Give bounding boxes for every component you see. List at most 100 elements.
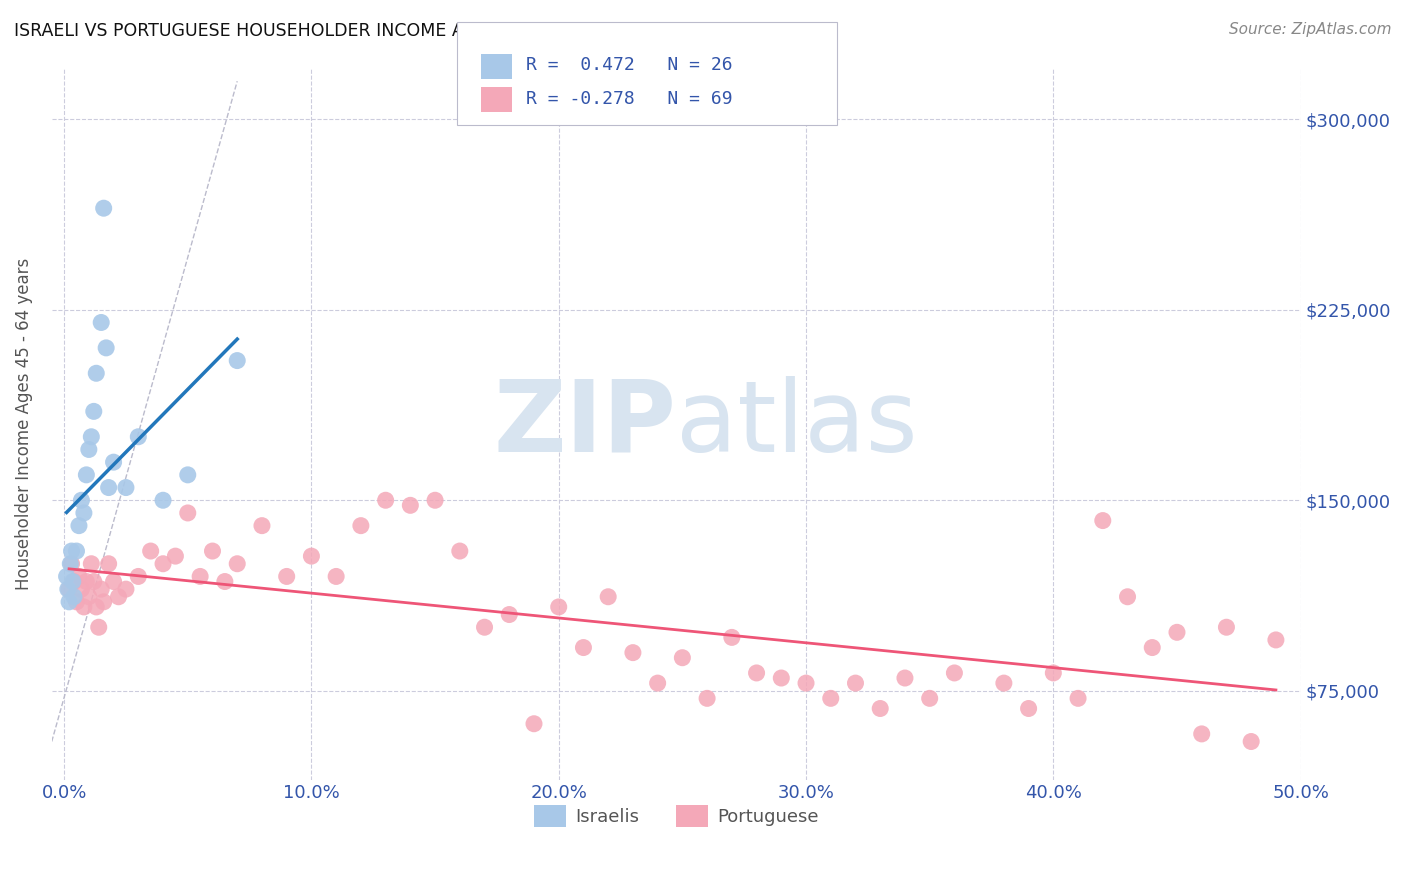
Point (299, 549, 322, 563)
Point (67, 518, 90, 533)
Point (598, 590, 620, 604)
Point (115, 582, 138, 596)
Point (152, 557, 174, 571)
Point (60, 557, 83, 571)
Text: ISRAELI VS PORTUGUESE HOUSEHOLDER INCOME AGES 45 - 64 YEARS CORRELATION CHART: ISRAELI VS PORTUGUESE HOUSEHOLDER INCOME… (14, 22, 823, 40)
Point (621, 646, 644, 660)
Point (58, 595, 80, 609)
Point (177, 506, 200, 520)
Point (84, 366, 107, 380)
Point (73, 599, 96, 614)
Point (1042, 665, 1064, 680)
Point (75, 467, 97, 482)
Text: atlas: atlas (676, 376, 918, 473)
Point (62, 574, 84, 589)
Point (894, 671, 917, 685)
Point (139, 544, 162, 558)
Point (97, 557, 120, 571)
Point (90, 316, 112, 330)
Point (77, 590, 100, 604)
Point (745, 665, 768, 680)
Point (93, 595, 115, 609)
Point (65, 595, 87, 609)
Point (993, 676, 1015, 690)
Point (671, 650, 693, 665)
Point (115, 481, 138, 495)
Point (1191, 727, 1213, 741)
Point (572, 640, 595, 655)
Legend: Israelis, Portuguese: Israelis, Portuguese (527, 798, 825, 835)
Point (165, 549, 187, 563)
Point (399, 499, 422, 513)
Point (90, 582, 112, 596)
Point (844, 676, 866, 690)
Point (73, 506, 96, 520)
Point (55, 569, 77, 583)
Point (276, 569, 298, 583)
Point (77, 442, 100, 457)
Point (70, 493, 93, 508)
Point (93, 201, 115, 215)
Point (58, 582, 80, 596)
Point (56, 582, 79, 596)
Text: R = -0.278   N = 69: R = -0.278 N = 69 (526, 90, 733, 108)
Point (127, 430, 149, 444)
Point (647, 676, 669, 690)
Point (820, 691, 842, 706)
Point (96, 341, 118, 355)
Point (84, 599, 107, 614)
Point (770, 671, 793, 685)
Point (918, 691, 941, 706)
Point (83, 574, 105, 589)
Point (1091, 514, 1114, 528)
Point (474, 620, 496, 634)
Y-axis label: Householder Income Ages 45 - 64 years: Householder Income Ages 45 - 64 years (15, 258, 32, 591)
Point (80, 557, 103, 571)
Point (721, 631, 744, 645)
Point (75, 574, 97, 589)
Point (943, 665, 966, 680)
Text: ZIP: ZIP (494, 376, 676, 473)
Point (63, 574, 86, 589)
Point (59, 557, 82, 571)
Point (67, 569, 90, 583)
Point (188, 569, 211, 583)
Point (325, 569, 347, 583)
Point (869, 701, 891, 715)
Point (547, 599, 569, 614)
Point (1018, 701, 1040, 715)
Point (87, 620, 110, 634)
Point (1240, 734, 1263, 748)
Point (1166, 625, 1188, 640)
Point (70, 582, 93, 596)
Point (152, 493, 174, 508)
Point (449, 544, 471, 558)
Point (1215, 620, 1237, 634)
Point (794, 676, 817, 690)
Point (60, 544, 83, 558)
Point (201, 544, 224, 558)
Point (103, 574, 125, 589)
Point (350, 518, 373, 533)
Point (65, 544, 87, 558)
Point (214, 574, 236, 589)
Point (1142, 640, 1164, 655)
Point (83, 404, 105, 418)
Point (523, 716, 546, 731)
Text: R =  0.472   N = 26: R = 0.472 N = 26 (526, 56, 733, 74)
Point (226, 353, 249, 368)
Point (1264, 632, 1286, 647)
Point (1116, 590, 1139, 604)
Point (97, 481, 120, 495)
Point (696, 691, 718, 706)
Point (250, 518, 273, 533)
Point (177, 467, 200, 482)
Point (374, 493, 396, 508)
Point (423, 493, 446, 508)
Point (103, 455, 125, 469)
Point (107, 590, 129, 604)
Point (226, 557, 249, 571)
Point (127, 569, 149, 583)
Text: Source: ZipAtlas.com: Source: ZipAtlas.com (1229, 22, 1392, 37)
Point (63, 590, 86, 604)
